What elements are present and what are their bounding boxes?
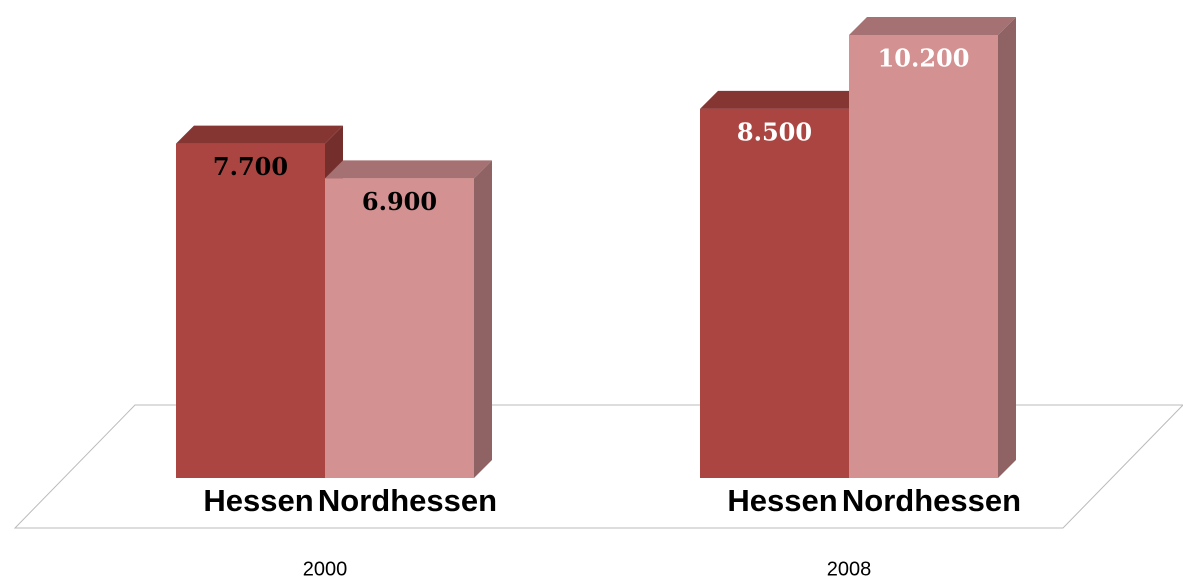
bar-side	[998, 17, 1016, 478]
bar-top	[325, 160, 492, 179]
series-label: Hessen	[727, 483, 837, 518]
bar-front	[849, 35, 998, 478]
bar	[325, 160, 492, 478]
series-label: Hessen	[203, 483, 313, 518]
bar-top	[700, 90, 867, 109]
data-label: 8.500	[737, 117, 812, 146]
bar-side	[474, 160, 492, 478]
bar-front	[325, 178, 474, 478]
bar-top	[849, 17, 1016, 35]
series-label: Nordhessen	[318, 483, 497, 518]
bar	[849, 17, 1016, 478]
data-label: 7.700	[213, 152, 288, 181]
bar-top	[176, 125, 343, 144]
bar	[700, 90, 867, 478]
data-label: 10.200	[878, 44, 970, 73]
data-label: 6.900	[362, 187, 437, 216]
bar	[176, 125, 343, 478]
bar-front	[700, 108, 849, 478]
x-tick-label: 2000	[303, 558, 348, 580]
series-label: Nordhessen	[842, 483, 1021, 518]
x-tick-label: 2008	[827, 558, 872, 580]
bar-front	[176, 143, 325, 478]
